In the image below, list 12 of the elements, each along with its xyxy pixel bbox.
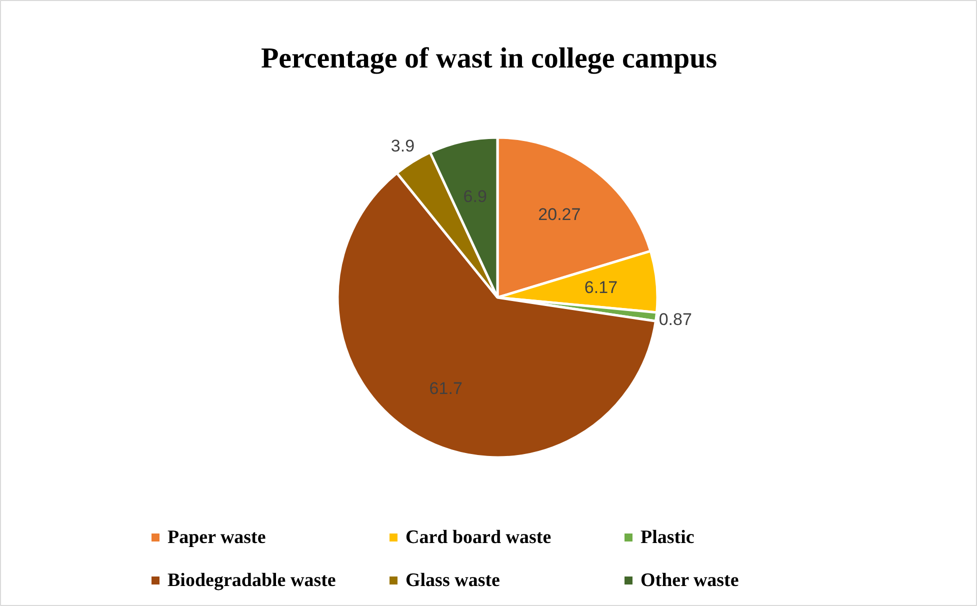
data-label: 20.27 (538, 204, 581, 224)
legend-label: Other waste (640, 570, 739, 591)
legend-label: Glass waste (406, 570, 500, 591)
legend-label: Plastic (640, 527, 694, 548)
chart-title: Percentage of wast in college campus (260, 42, 718, 74)
data-label: 6.17 (584, 278, 618, 298)
legend-label: Card board waste (406, 527, 552, 548)
legend-label: Paper waste (168, 527, 266, 548)
legend-label: Biodegradable waste (168, 570, 336, 591)
data-label: 3.9 (390, 136, 415, 156)
data-label: 61.7 (429, 378, 462, 398)
data-label: 0.87 (658, 310, 692, 330)
